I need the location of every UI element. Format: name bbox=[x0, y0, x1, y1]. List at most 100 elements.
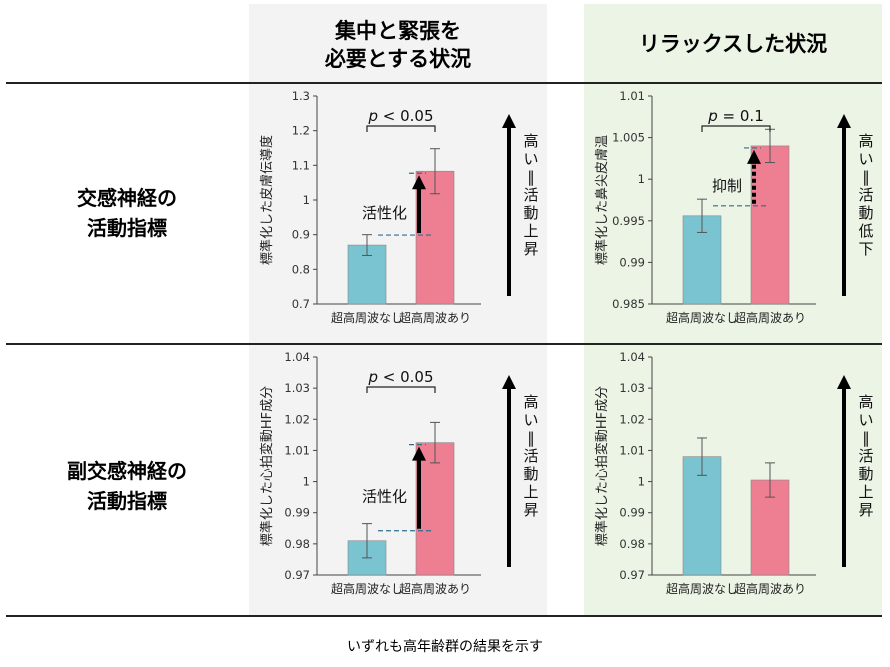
y-tick-label: 0.985 bbox=[612, 297, 645, 311]
bar-with bbox=[750, 145, 790, 305]
effect-arrow-head bbox=[747, 149, 761, 164]
y-tick-label: 1.03 bbox=[619, 381, 645, 395]
side-label-char: 高 bbox=[523, 393, 538, 411]
side-label: 高い‖活動上昇 bbox=[523, 132, 538, 258]
significance-label: p < 0.05 bbox=[367, 107, 433, 125]
side-label-char: 高 bbox=[858, 132, 873, 150]
side-label-char: 昇 bbox=[523, 240, 538, 258]
y-tick-label: 1.01 bbox=[284, 443, 310, 457]
side-label-char: 動 bbox=[523, 204, 538, 222]
category-label: 超高周波あり bbox=[399, 581, 471, 596]
category-label: 超高周波なし bbox=[331, 310, 403, 325]
side-arrow-head bbox=[837, 114, 851, 128]
effect-arrow-head bbox=[412, 175, 426, 190]
side-label-char: い bbox=[858, 150, 873, 168]
category-label: 超高周波あり bbox=[734, 581, 806, 596]
chart-parasympathetic-stressed: 0.97 0.98 0.99 1 1.01 1.02 1.03 1.04 標準化した心拍変動HF… bbox=[259, 350, 539, 596]
y-tick-label: 1.3 bbox=[292, 89, 310, 103]
chart-sympathetic-relaxed: 0.985 0.99 0.995 1 1.005 1.01 標準化した鼻尖皮膚温超高周波なし… bbox=[594, 89, 874, 325]
y-tick-label: 0.97 bbox=[284, 568, 310, 582]
y-tick-label: 1 bbox=[303, 193, 310, 207]
y-tick-label: 0.7 bbox=[292, 297, 310, 311]
category-label: 超高周波なし bbox=[666, 310, 738, 325]
side-label-char: 下 bbox=[858, 240, 873, 258]
side-arrow-head bbox=[502, 114, 516, 128]
category-label: 超高周波あり bbox=[399, 310, 471, 325]
p-symbol: p bbox=[367, 107, 378, 125]
y-axis-label: 標準化した心拍変動HF成分 bbox=[259, 386, 275, 546]
side-label-char: 活 bbox=[523, 186, 538, 204]
significance-label: p = 0.1 bbox=[707, 107, 764, 125]
y-tick-label: 1.2 bbox=[292, 124, 310, 138]
header-relaxed: リラックスした状況 bbox=[638, 32, 828, 56]
y-tick-label: 1 bbox=[638, 475, 645, 489]
y-axis-label: 標準化した皮膚伝導度 bbox=[259, 135, 275, 265]
side-label-char: 活 bbox=[858, 447, 873, 465]
side-label-char: 活 bbox=[523, 447, 538, 465]
side-label-char: い bbox=[523, 411, 538, 429]
y-tick-label: 1.01 bbox=[619, 443, 645, 457]
p-value: = 0.1 bbox=[718, 107, 764, 125]
header-stressed: 集中と緊張を 必要とする状況 bbox=[324, 19, 472, 71]
side-label-char: 昇 bbox=[523, 501, 538, 519]
y-axis-label: 標準化した鼻尖皮膚温 bbox=[594, 135, 610, 265]
y-tick-label: 1.04 bbox=[284, 350, 310, 364]
significance-bracket bbox=[366, 386, 436, 393]
side-label-char: 上 bbox=[523, 222, 538, 240]
side-label: 高い‖活動上昇 bbox=[523, 393, 538, 519]
y-tick-label: 1.02 bbox=[619, 412, 645, 426]
side-label-char: 昇 bbox=[858, 501, 873, 519]
y-tick-label: 0.99 bbox=[619, 255, 645, 269]
y-tick-label: 0.8 bbox=[292, 262, 310, 276]
bar-without bbox=[682, 456, 722, 576]
effect-label: 活性化 bbox=[362, 204, 407, 222]
footnote: いずれも高年齢群の結果を示す bbox=[347, 639, 543, 655]
side-label: 高い‖活動上昇 bbox=[858, 393, 873, 519]
y-tick-label: 1.1 bbox=[292, 158, 310, 172]
y-tick-label: 1.03 bbox=[284, 381, 310, 395]
p-value: < 0.05 bbox=[378, 107, 434, 125]
y-axis-label: 標準化した心拍変動HF成分 bbox=[594, 386, 610, 546]
y-tick-label: 0.995 bbox=[612, 214, 645, 228]
side-label-char: ‖ bbox=[527, 168, 535, 186]
side-label-char: 活 bbox=[858, 186, 873, 204]
side-label: 高い‖活動低下 bbox=[858, 132, 873, 258]
category-label: 超高周波なし bbox=[666, 581, 738, 596]
side-label-char: 上 bbox=[858, 483, 873, 501]
side-label-char: ‖ bbox=[862, 429, 870, 447]
y-tick-label: 0.99 bbox=[619, 506, 645, 520]
chart-sympathetic-stressed: 0.7 0.8 0.9 1 1.1 1.2 1.3 標準化した皮膚伝導度超高周波なし超高周波あ… bbox=[259, 89, 539, 325]
side-arrow-head bbox=[837, 375, 851, 389]
side-label-char: 動 bbox=[523, 465, 538, 483]
side-label-char: 動 bbox=[858, 204, 873, 222]
p-symbol: p bbox=[367, 368, 378, 386]
side-label-char: 低 bbox=[858, 222, 873, 240]
effect-arrow-head bbox=[412, 446, 426, 461]
rule-top bbox=[6, 82, 882, 84]
side-arrow-head bbox=[502, 375, 516, 389]
y-tick-label: 0.99 bbox=[284, 506, 310, 520]
bar-with bbox=[415, 442, 455, 576]
y-tick-label: 1.01 bbox=[619, 89, 645, 103]
row-sympathetic: 交感神経の 活動指標 bbox=[77, 186, 177, 240]
significance-bracket bbox=[701, 125, 771, 132]
y-tick-label: 1 bbox=[638, 172, 645, 186]
effect-label: 活性化 bbox=[362, 488, 407, 506]
y-tick-label: 1.02 bbox=[284, 412, 310, 426]
effect-label: 抑制 bbox=[712, 177, 742, 195]
rule-middle bbox=[6, 343, 882, 345]
y-tick-label: 1.005 bbox=[612, 131, 645, 145]
side-label-char: 高 bbox=[858, 393, 873, 411]
stressed-panel-bg bbox=[249, 4, 547, 616]
relaxed-panel-bg bbox=[584, 4, 882, 616]
chart-parasympathetic-relaxed: 0.97 0.98 0.99 1 1.01 1.02 1.03 1.04 標準化した心拍変動HF… bbox=[594, 350, 874, 596]
side-label-char: 上 bbox=[523, 483, 538, 501]
row-parasympathetic: 副交感神経の 活動指標 bbox=[67, 459, 187, 513]
y-tick-label: 0.9 bbox=[292, 228, 310, 242]
y-tick-label: 0.98 bbox=[619, 537, 645, 551]
side-label-char: 高 bbox=[523, 132, 538, 150]
y-tick-label: 1 bbox=[303, 475, 310, 489]
category-label: 超高周波なし bbox=[331, 581, 403, 596]
side-label-char: い bbox=[523, 150, 538, 168]
rule-bottom bbox=[6, 615, 882, 617]
